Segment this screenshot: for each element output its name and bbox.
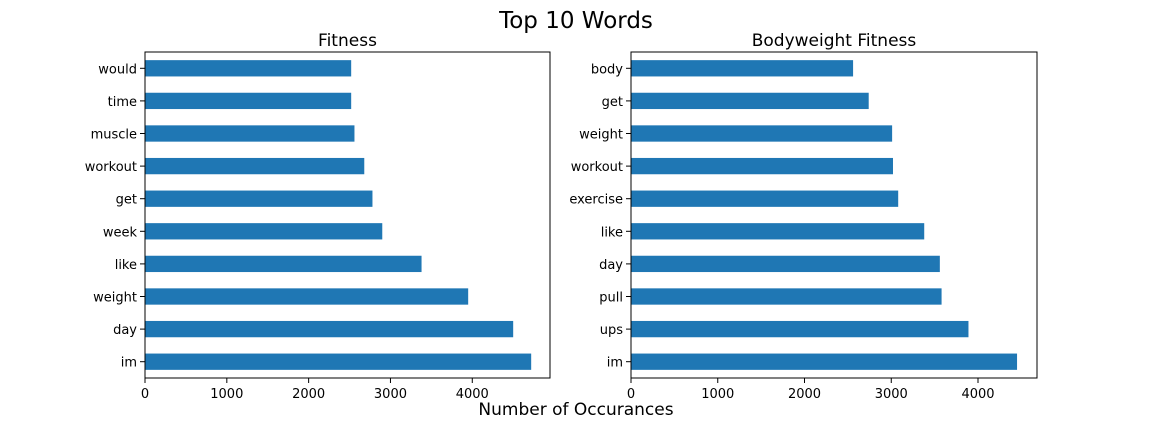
chart-1-y-tick-label: body: [591, 62, 623, 77]
figure-x-axis-label: Number of Occurances: [478, 400, 673, 420]
chart-1-bar-body: [631, 60, 854, 77]
chart-1-x-tick-label: 1000: [701, 387, 734, 402]
chart-0-bar-workout: [145, 157, 365, 175]
chart-0-x-tick-label: 1000: [210, 387, 243, 402]
chart-0-bar-weight: [145, 288, 469, 305]
chart-1-y-tick-label: like: [601, 225, 623, 240]
chart-0-bar-would: [145, 60, 352, 77]
chart-0-bar-week: [145, 223, 383, 240]
chart-0-bar-im: [145, 353, 532, 370]
chart-1-bar-workout: [631, 157, 893, 175]
chart-0-bar-time: [145, 92, 352, 110]
chart-1-y-tick-label: day: [599, 258, 623, 273]
chart-0-x-tick-label: 0: [141, 387, 149, 402]
chart-0-y-tick-label: time: [108, 95, 137, 110]
chart-1-y-tick-label: pull: [599, 291, 623, 306]
chart-0-x-tick-label: 3000: [374, 387, 407, 402]
chart-1-title: Bodyweight Fitness: [752, 31, 917, 51]
chart-1-bar-exercise: [631, 190, 899, 207]
figure-title: Top 10 Words: [498, 8, 653, 34]
chart-1-bar-pull: [631, 288, 942, 305]
chart-1-y-tick-label: im: [607, 356, 623, 371]
chart-0-y-tick-label: get: [116, 193, 137, 208]
chart-0-y-tick-label: week: [103, 225, 138, 240]
chart-1-bar-weight: [631, 125, 893, 142]
chart-1-bar-ups: [631, 320, 969, 338]
chart-1-y-tick-label: ups: [600, 323, 623, 338]
chart-1-x-tick-label: 4000: [961, 387, 994, 402]
chart-0-y-tick-label: weight: [93, 291, 137, 306]
chart-0-y-tick-label: day: [113, 323, 137, 338]
chart-fitness: Fitness would time muscle workout get week like…: [85, 31, 551, 402]
chart-0-title: Fitness: [318, 31, 377, 51]
chart-1-y-tick-label: workout: [571, 160, 623, 175]
chart-0-x-tick-label: 4000: [456, 387, 489, 402]
chart-1-y-tick-label: weight: [579, 128, 623, 143]
chart-1-bar-day: [631, 255, 940, 273]
chart-0-y-tick-label: workout: [85, 160, 137, 175]
chart-1-bar-get: [631, 92, 869, 110]
chart-0-y-tick-label: im: [121, 356, 137, 371]
chart-0-y-tick-label: muscle: [91, 128, 137, 143]
chart-1-y-tick-label: get: [602, 95, 623, 110]
chart-0-bar-day: [145, 320, 514, 338]
chart-1-axes-frame: [630, 51, 1038, 379]
chart-1-bar-im: [631, 353, 1018, 370]
chart-1-x-tick-label: 3000: [875, 387, 908, 402]
chart-0-y-tick-label: like: [115, 258, 137, 273]
chart-1-y-tick-label: exercise: [569, 193, 623, 208]
chart-0-bar-like: [145, 255, 422, 273]
chart-0-axes-frame: [144, 51, 551, 379]
chart-0-bar-muscle: [145, 125, 355, 142]
chart-bodyweight-fitness: Bodyweight Fitness body get weight workout ex…: [569, 31, 1038, 402]
chart-1-x-tick-label: 2000: [788, 387, 821, 402]
chart-0-bar-get: [145, 190, 373, 207]
chart-1-bar-like: [631, 223, 925, 240]
chart-0-x-tick-label: 2000: [292, 387, 325, 402]
chart-1-x-tick-label: 0: [627, 387, 635, 402]
chart-0-y-tick-label: would: [98, 62, 137, 77]
